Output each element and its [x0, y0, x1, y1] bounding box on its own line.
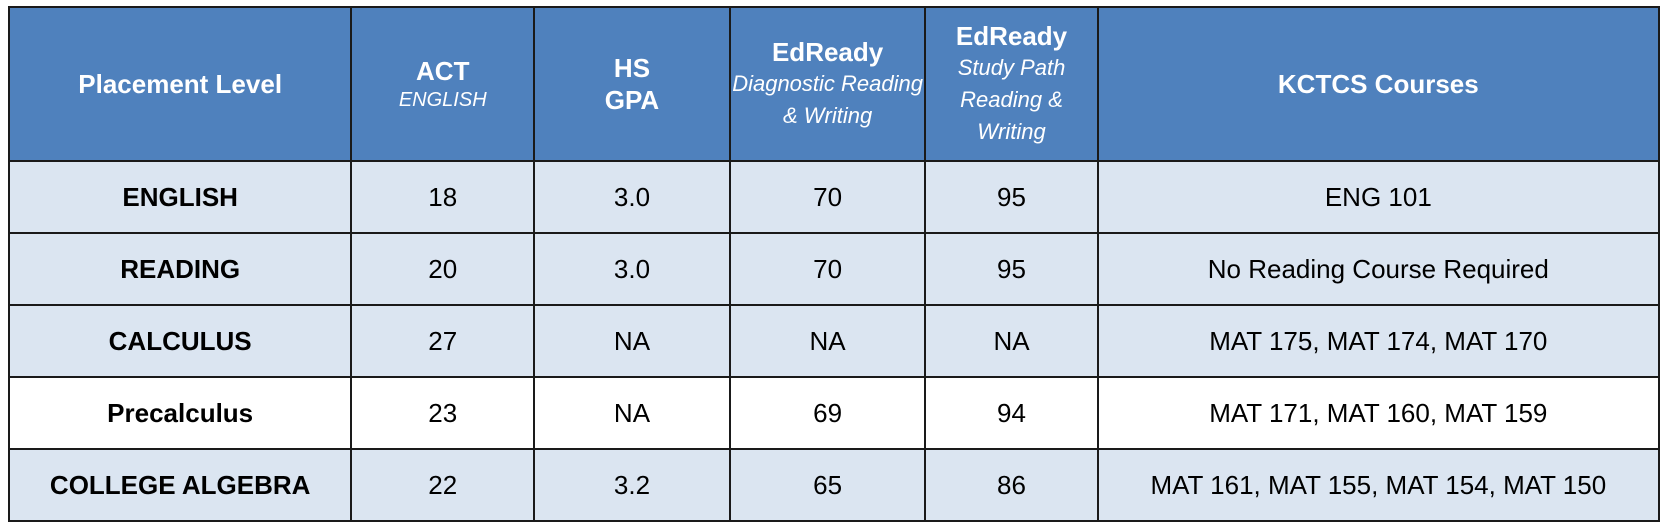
header-hs-line1: HS: [613, 53, 651, 83]
header-act-title: ACT: [416, 56, 470, 86]
table-row: COLLEGE ALGEBRA 22 3.2 65 86 MAT 161, MA…: [7, 448, 1661, 522]
cell-diagnostic: NA: [728, 304, 927, 378]
header-edready-study-path: EdReady Study Path Reading & Writing: [924, 6, 1099, 162]
cell-courses: MAT 175, MAT 174, MAT 170: [1096, 304, 1661, 378]
cell-placement-level: ENGLISH: [7, 160, 353, 234]
cell-study-path: 94: [924, 376, 1099, 450]
header-diag-subtitle: Diagnostic Reading & Writing: [732, 71, 923, 128]
header-study-title: EdReady: [955, 21, 1068, 51]
table-row: CALCULUS 27 NA NA NA MAT 175, MAT 174, M…: [7, 304, 1661, 378]
header-kctcs-courses: KCTCS Courses: [1096, 6, 1661, 162]
cell-act: 27: [350, 304, 536, 378]
header-hs-gpa: HS GPA: [533, 6, 731, 162]
header-hs-line2: GPA: [604, 85, 660, 115]
header-act-subtitle: ENGLISH: [398, 89, 487, 111]
cell-gpa: 3.2: [533, 448, 731, 522]
cell-courses: ENG 101: [1096, 160, 1661, 234]
header-study-subtitle: Study Path Reading & Writing: [957, 55, 1066, 144]
cell-diagnostic: 70: [728, 232, 927, 306]
placement-table: Placement Level ACT ENGLISH HS GPA EdRea…: [7, 6, 1661, 522]
table-row: ENGLISH 18 3.0 70 95 ENG 101: [7, 160, 1661, 234]
header-diag-title: EdReady: [771, 37, 884, 67]
cell-gpa: 3.0: [533, 160, 731, 234]
cell-diagnostic: 69: [728, 376, 927, 450]
cell-diagnostic: 70: [728, 160, 927, 234]
cell-placement-level: Precalculus: [7, 376, 353, 450]
cell-study-path: 86: [924, 448, 1099, 522]
cell-courses: No Reading Course Required: [1096, 232, 1661, 306]
cell-courses: MAT 161, MAT 155, MAT 154, MAT 150: [1096, 448, 1661, 522]
cell-gpa: NA: [533, 304, 731, 378]
cell-courses: MAT 171, MAT 160, MAT 159: [1096, 376, 1661, 450]
cell-placement-level: COLLEGE ALGEBRA: [7, 448, 353, 522]
cell-diagnostic: 65: [728, 448, 927, 522]
cell-study-path: 95: [924, 160, 1099, 234]
placement-table-container: Placement Level ACT ENGLISH HS GPA EdRea…: [7, 6, 1661, 524]
cell-placement-level: READING: [7, 232, 353, 306]
cell-act: 20: [350, 232, 536, 306]
cell-gpa: 3.0: [533, 232, 731, 306]
header-edready-diagnostic: EdReady Diagnostic Reading & Writing: [728, 6, 927, 162]
header-row: Placement Level ACT ENGLISH HS GPA EdRea…: [7, 6, 1661, 162]
cell-act: 18: [350, 160, 536, 234]
cell-act: 23: [350, 376, 536, 450]
cell-study-path: 95: [924, 232, 1099, 306]
header-act: ACT ENGLISH: [350, 6, 536, 162]
table-row: Precalculus 23 NA 69 94 MAT 171, MAT 160…: [7, 376, 1661, 450]
cell-gpa: NA: [533, 376, 731, 450]
cell-placement-level: CALCULUS: [7, 304, 353, 378]
header-placement-level: Placement Level: [7, 6, 353, 162]
cell-act: 22: [350, 448, 536, 522]
table-row: READING 20 3.0 70 95 No Reading Course R…: [7, 232, 1661, 306]
cell-study-path: NA: [924, 304, 1099, 378]
